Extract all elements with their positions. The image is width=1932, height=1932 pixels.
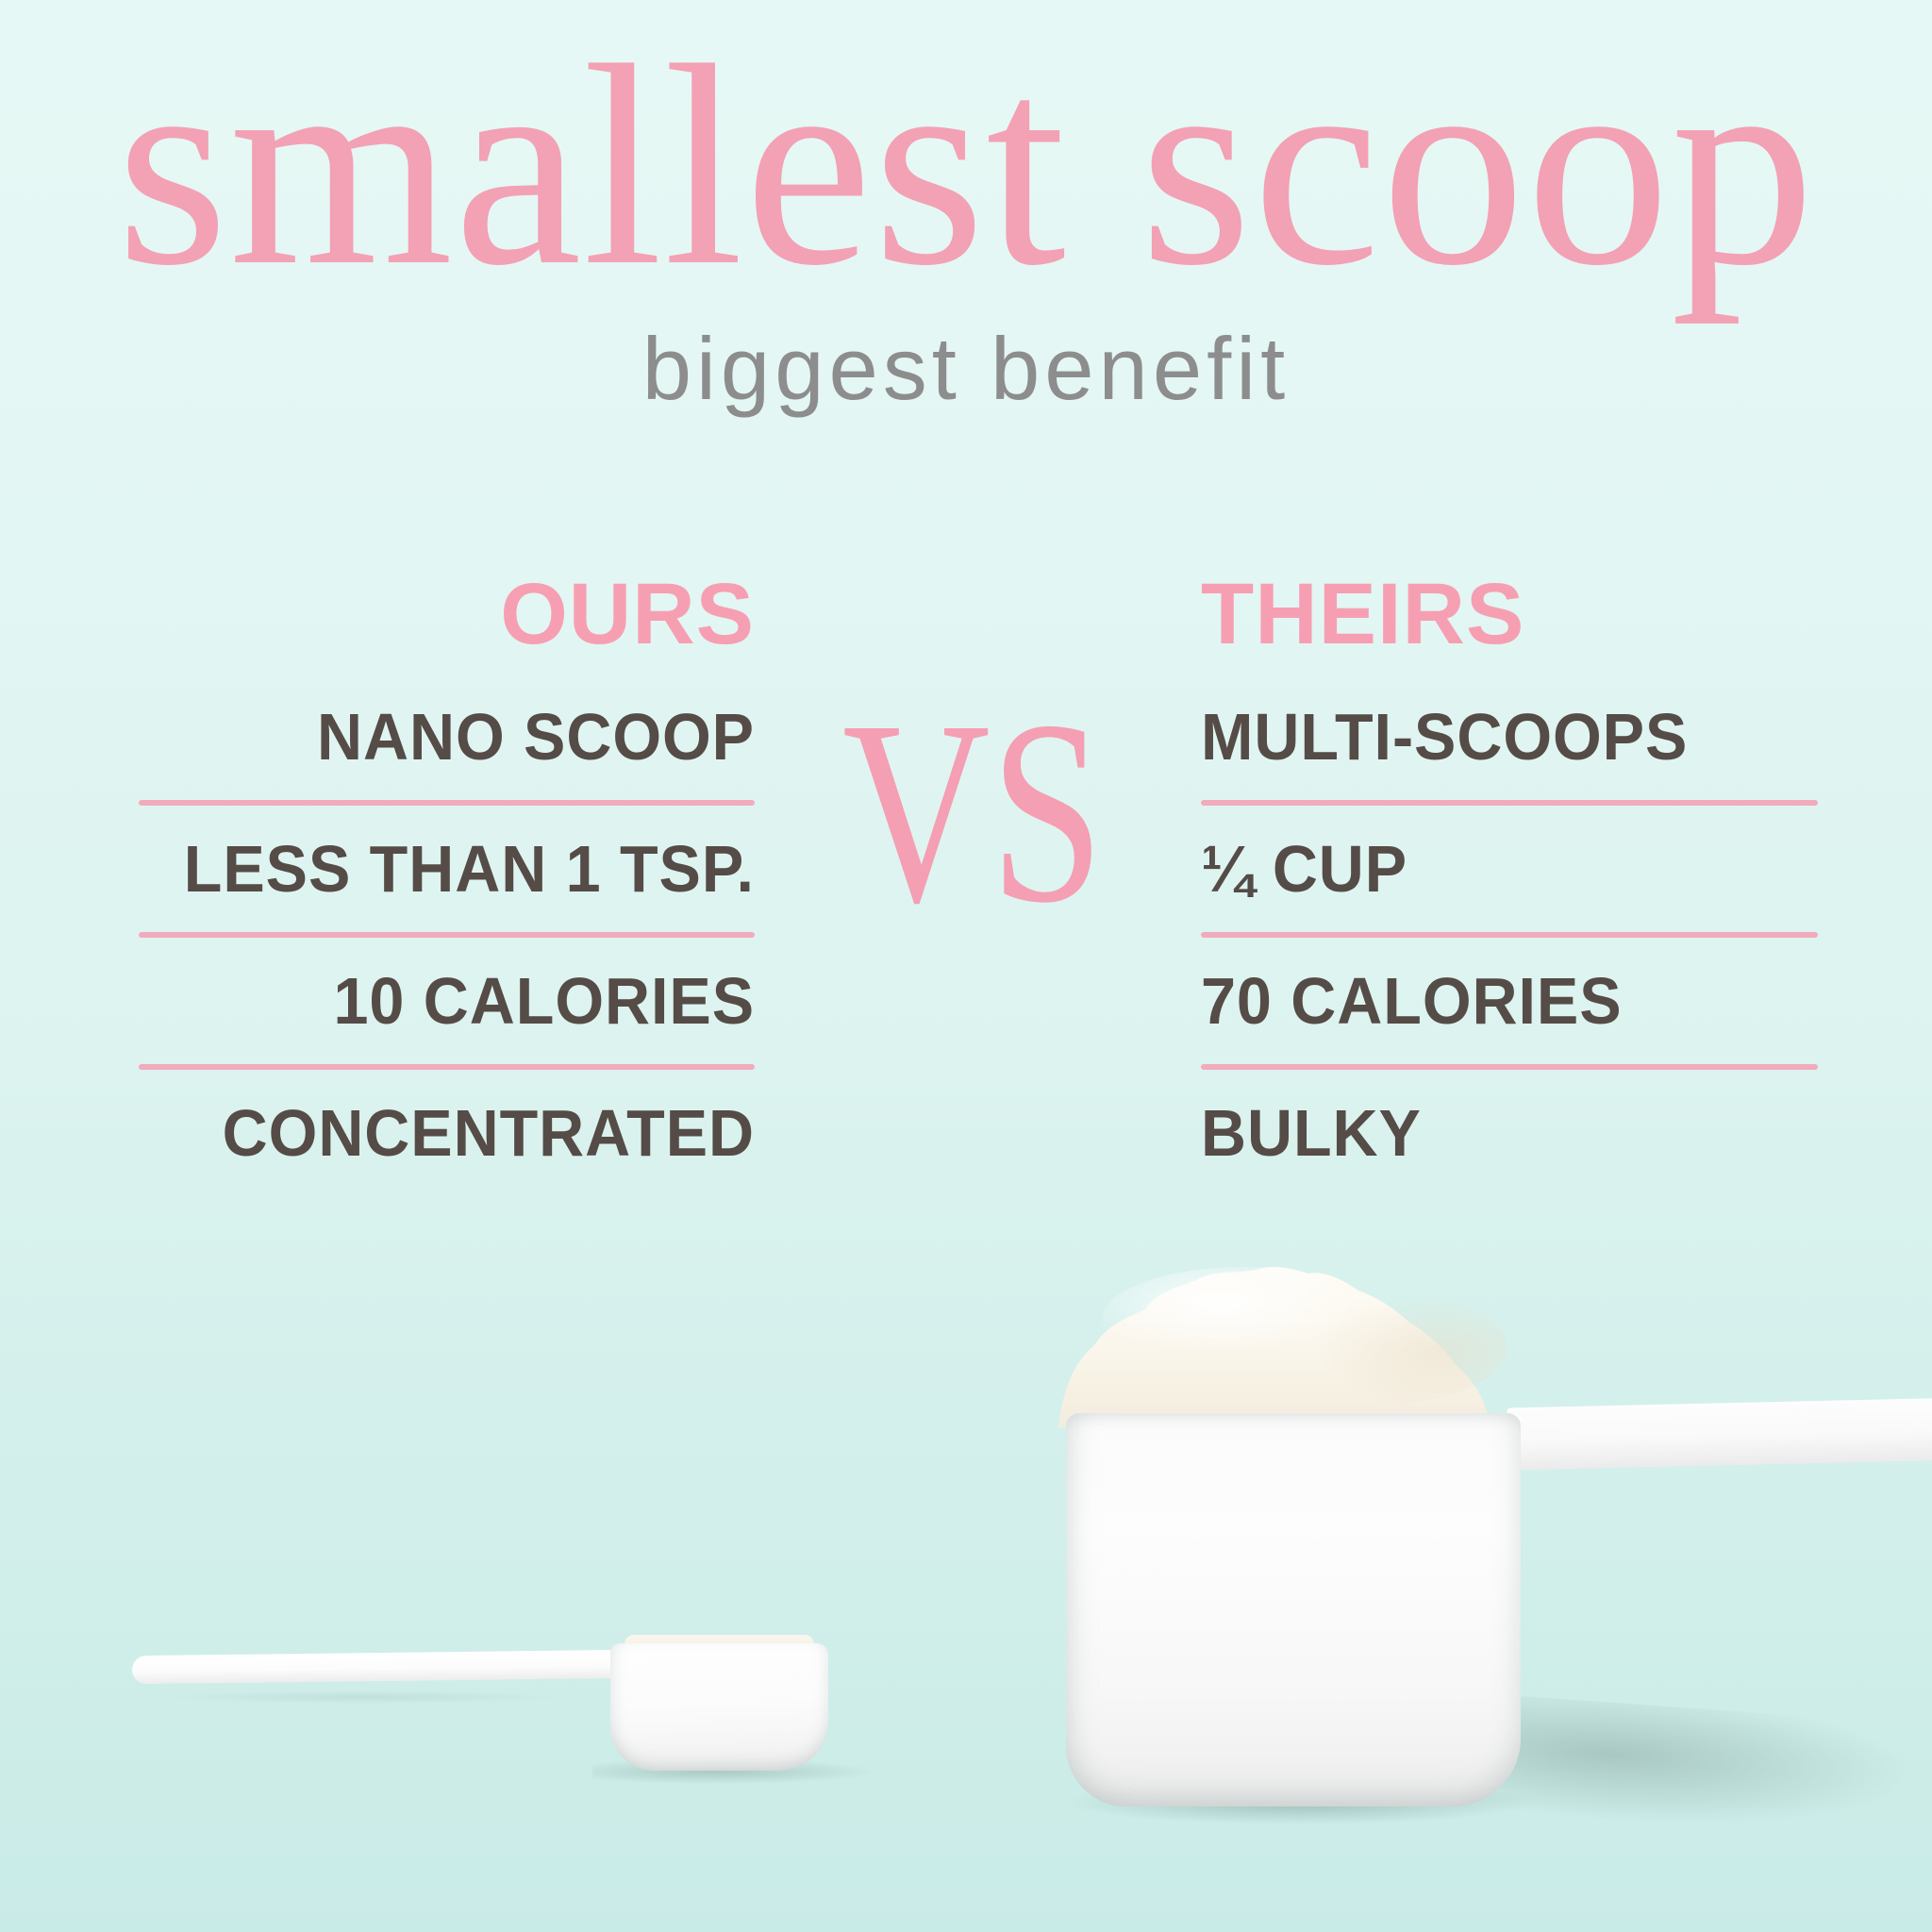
ours-row-less-than-1-tsp: LESS THAN 1 TSP. — [183, 832, 755, 906]
ours-row-concentrated: CONCENTRATED — [222, 1096, 755, 1170]
page-subtitle: biggest benefit — [641, 319, 1291, 418]
small-scoop-cup — [610, 1643, 828, 1771]
ours-header: OURS — [500, 566, 755, 662]
large-scoop-handle — [1507, 1397, 1932, 1471]
theirs-row-quarter-cup: ¼ CUP — [1201, 832, 1408, 906]
theirs-column: THEIRS MULTI-SCOOPS ¼ CUP 70 CALORIES BU… — [1201, 571, 1818, 1166]
divider-line — [139, 932, 755, 938]
theirs-row-multi-scoops: MULTI-SCOOPS — [1201, 700, 1689, 774]
small-scoop-handle-shadow — [160, 1690, 566, 1704]
theirs-row-70-calories: 70 CALORIES — [1201, 964, 1623, 1038]
ours-row-nano-scoop: NANO SCOOP — [317, 700, 755, 774]
large-scoop-powder — [1055, 1262, 1531, 1427]
ours-row-10-calories: 10 CALORIES — [333, 964, 755, 1038]
divider-line — [139, 800, 755, 806]
divider-line — [139, 1064, 755, 1070]
divider-line — [1201, 1064, 1818, 1070]
divider-line — [1201, 800, 1818, 806]
vs-label: VS — [842, 667, 1105, 958]
theirs-header: THEIRS — [1201, 566, 1525, 662]
page-title: smallest scoop — [116, 6, 1816, 325]
small-scoop-handle — [131, 1649, 628, 1685]
theirs-row-bulky: BULKY — [1201, 1096, 1422, 1170]
large-scoop-cup — [1066, 1413, 1521, 1807]
divider-line — [1201, 932, 1818, 938]
ours-column: OURS NANO SCOOP LESS THAN 1 TSP. 10 CALO… — [139, 571, 755, 1166]
